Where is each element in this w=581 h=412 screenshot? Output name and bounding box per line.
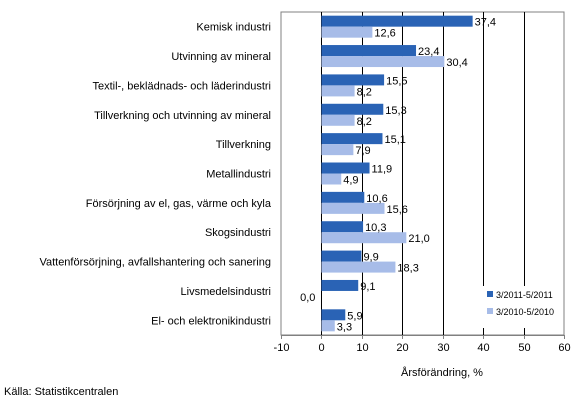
category-label: Kemisk industri [196,22,271,34]
x-axis: -10 0 10 20 30 40 50 60 [274,335,571,354]
bar-series2 [321,232,407,244]
bar-series2 [321,320,335,332]
bar-series2 [321,26,373,38]
category-label: Utvinning av mineral [171,51,271,63]
value-labels: 37,4 12,6 23,4 30,4 15,5 8,2 15,3 8,2 15,1 7,911,… [300,17,496,334]
x-tick-label: -10 [274,342,290,354]
x-tick-label: 10 [356,342,368,354]
category-label: Försörjning av el, gas, värme och kyla [86,198,272,210]
x-tick-label: 0 [318,342,324,354]
value-label: 9,1 [360,281,375,293]
bar-series2 [321,173,342,185]
category-label: Textil-, beklädnads- och läderindustri [92,80,271,92]
value-label: 12,6 [374,28,395,40]
x-tick-label: 30 [437,342,449,354]
value-label: 18,3 [397,263,418,275]
bar-series2 [321,144,354,156]
x-tick-label: 60 [558,342,570,354]
value-label: 11,9 [372,164,393,176]
bar-series1 [321,103,384,115]
legend: 3/2011-5/2011 3/2010-5/2010 [482,286,562,328]
value-label: 30,4 [446,57,467,69]
legend-box [482,286,562,328]
value-label: 10,3 [365,222,386,234]
value-label: 15,5 [386,75,407,87]
category-label: Livsmedelsindustri [181,286,271,298]
bar-series1 [321,279,359,291]
bars [321,15,473,332]
legend-label: 3/2011-5/2011 [496,290,553,300]
x-axis-title: Årsförändring, % [401,366,483,379]
value-label: 3,3 [337,321,352,333]
value-label: 15,6 [386,204,407,216]
value-label: 8,2 [357,86,372,98]
legend-swatch [487,291,493,297]
value-label: 0,0 [300,292,315,304]
bar-series2 [321,56,445,68]
bar-series1 [321,309,346,321]
bar-series2 [321,261,396,273]
bar-series1 [321,191,365,203]
x-tick-label: 50 [518,342,530,354]
value-label: 21,0 [408,233,429,245]
source-note: Källa: Statistikcentralen [4,386,119,398]
bar-series2 [321,114,355,126]
value-label: 4,9 [343,175,358,187]
value-label: 15,1 [384,134,405,146]
legend-swatch [487,308,493,314]
value-label: 23,4 [418,46,439,58]
category-label: Tillverkning [216,139,271,151]
bar-series1 [321,133,383,145]
category-label: Metallindustri [206,169,271,181]
x-tick-label: 40 [477,342,489,354]
category-label: Vattenförsörjning, avfallshantering och … [39,257,271,269]
x-tick-label: 20 [396,342,408,354]
bar-series1 [321,162,370,174]
category-label: El- och elektronikindustri [151,315,271,327]
bar-series1 [321,74,385,86]
value-label: 10,6 [366,193,387,205]
value-label: 37,4 [475,17,496,29]
category-label: Skogsindustri [205,227,271,239]
bar-series1 [321,45,417,57]
bar-series1 [321,221,364,233]
value-label: 9,9 [363,252,378,264]
value-label: 8,2 [357,116,372,128]
value-label: 5,9 [347,310,362,322]
bar-series2 [321,202,385,214]
category-label: Tillverkning och utvinning av mineral [94,110,271,122]
bar-series1 [321,250,362,262]
value-label: 15,3 [385,105,406,117]
bar-series1 [321,15,473,27]
bar-series2 [321,85,355,97]
category-labels: Kemisk industri Utvinning av mineral Texti… [39,22,271,328]
value-label: 7,9 [355,145,370,157]
legend-label: 3/2010-5/2010 [496,307,554,317]
